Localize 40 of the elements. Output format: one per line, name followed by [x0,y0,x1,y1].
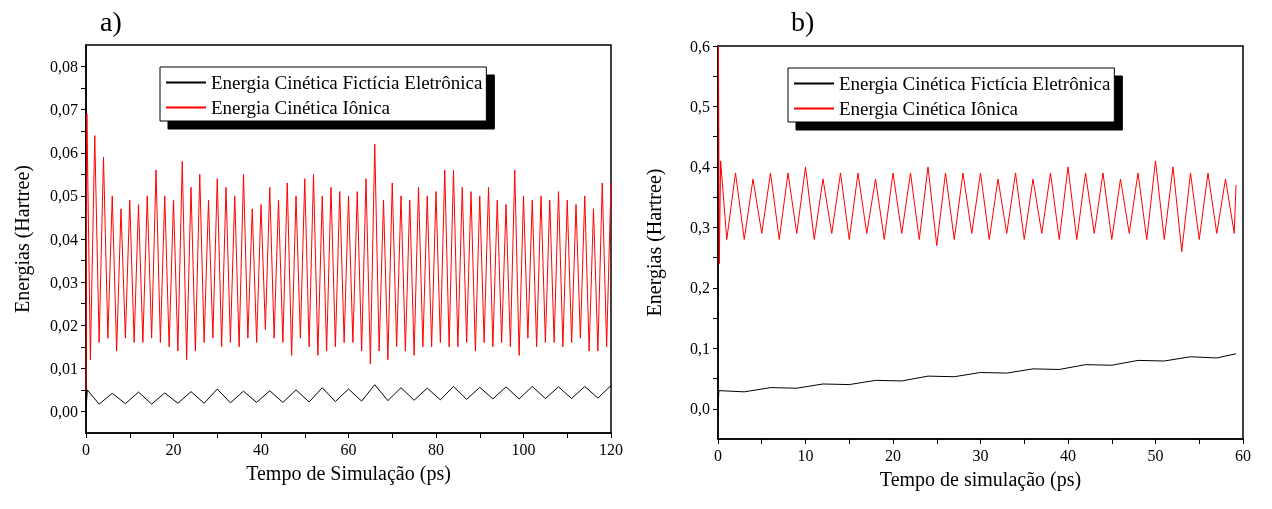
x-tick-label: 30 [972,446,989,464]
legend-label: Energia Cinética Iônica [211,97,391,118]
y-tick-label: 0,3 [690,218,710,236]
y-tick-label: 0,1 [690,339,710,357]
x-tick-label: 40 [1060,446,1076,464]
y-tick-label: 0,6 [690,37,710,55]
x-tick-label: 60 [1235,446,1251,464]
legend-label: Energia Cinética Fictícia Eletrônica [839,73,1111,94]
x-tick-label: 60 [340,440,357,458]
x-tick-label: 0 [714,446,722,464]
x-tick-label: 50 [1147,446,1164,464]
x-tick-label: 40 [253,440,269,458]
chart-title: a) [100,5,122,37]
legend-label: Energia Cinética Fictícia Eletrônica [211,72,483,93]
x-axis-title: Tempo de Simulação (ps) [246,462,451,485]
x-axis-title: Tempo de simulação (ps) [879,468,1082,491]
x-tick-label: 20 [165,440,182,458]
y-tick-label: 0,06 [50,144,78,162]
y-tick-label: 0,2 [690,279,710,297]
y-tick-label: 0,03 [50,273,78,291]
y-tick-label: 0,07 [50,101,78,119]
y-tick-label: 0,5 [690,97,710,115]
y-tick-label: 0,0 [690,400,710,418]
legend-label: Energia Cinética Iônica [839,98,1019,119]
y-tick-label: 0,01 [50,359,78,377]
x-tick-label: 120 [599,440,623,458]
y-tick-label: 0,02 [50,316,78,334]
x-tick-label: 20 [885,446,901,464]
chart-title: b) [791,5,815,37]
x-tick-label: 80 [428,440,444,458]
y-tick-label: 0,04 [50,230,78,248]
y-axis-title: Energias (Hartree) [11,165,34,313]
y-tick-label: 0,00 [50,402,78,420]
y-axis-title: Energias (Hartree) [643,168,666,317]
y-tick-label: 0,4 [690,158,710,176]
x-tick-label: 100 [511,440,536,458]
x-tick-label: 0 [82,440,90,458]
y-tick-label: 0,05 [50,187,78,205]
y-tick-label: 0,08 [50,58,78,76]
x-tick-label: 10 [797,446,814,464]
